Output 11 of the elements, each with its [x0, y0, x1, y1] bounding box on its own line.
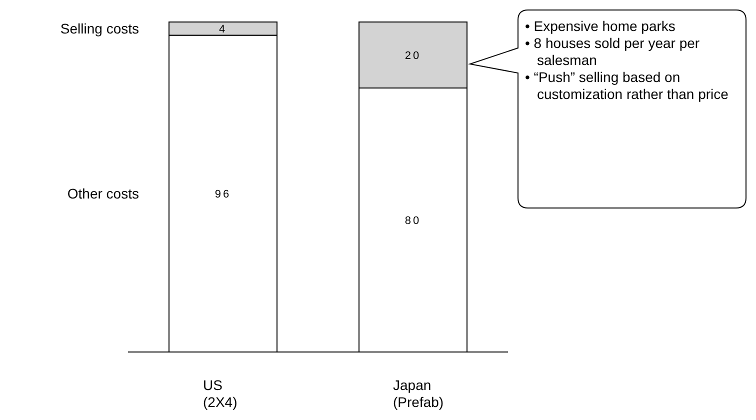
text: • Expensive home parks [525, 18, 676, 35]
text: Other costs [67, 186, 139, 202]
text: Selling costs [60, 20, 139, 37]
data-label: 4 [218, 24, 228, 36]
data-label: 96 [214, 188, 232, 201]
data-label: 20 [404, 50, 422, 62]
data-label: 80 [404, 215, 422, 227]
x-tick-label: Japan (Prefab) [393, 377, 444, 410]
text: • “Push” selling based on customization rather than price [525, 69, 730, 103]
x-tick-label: US (2X4) [203, 377, 238, 410]
text: • 8 houses sold per year per salesman [525, 35, 701, 69]
